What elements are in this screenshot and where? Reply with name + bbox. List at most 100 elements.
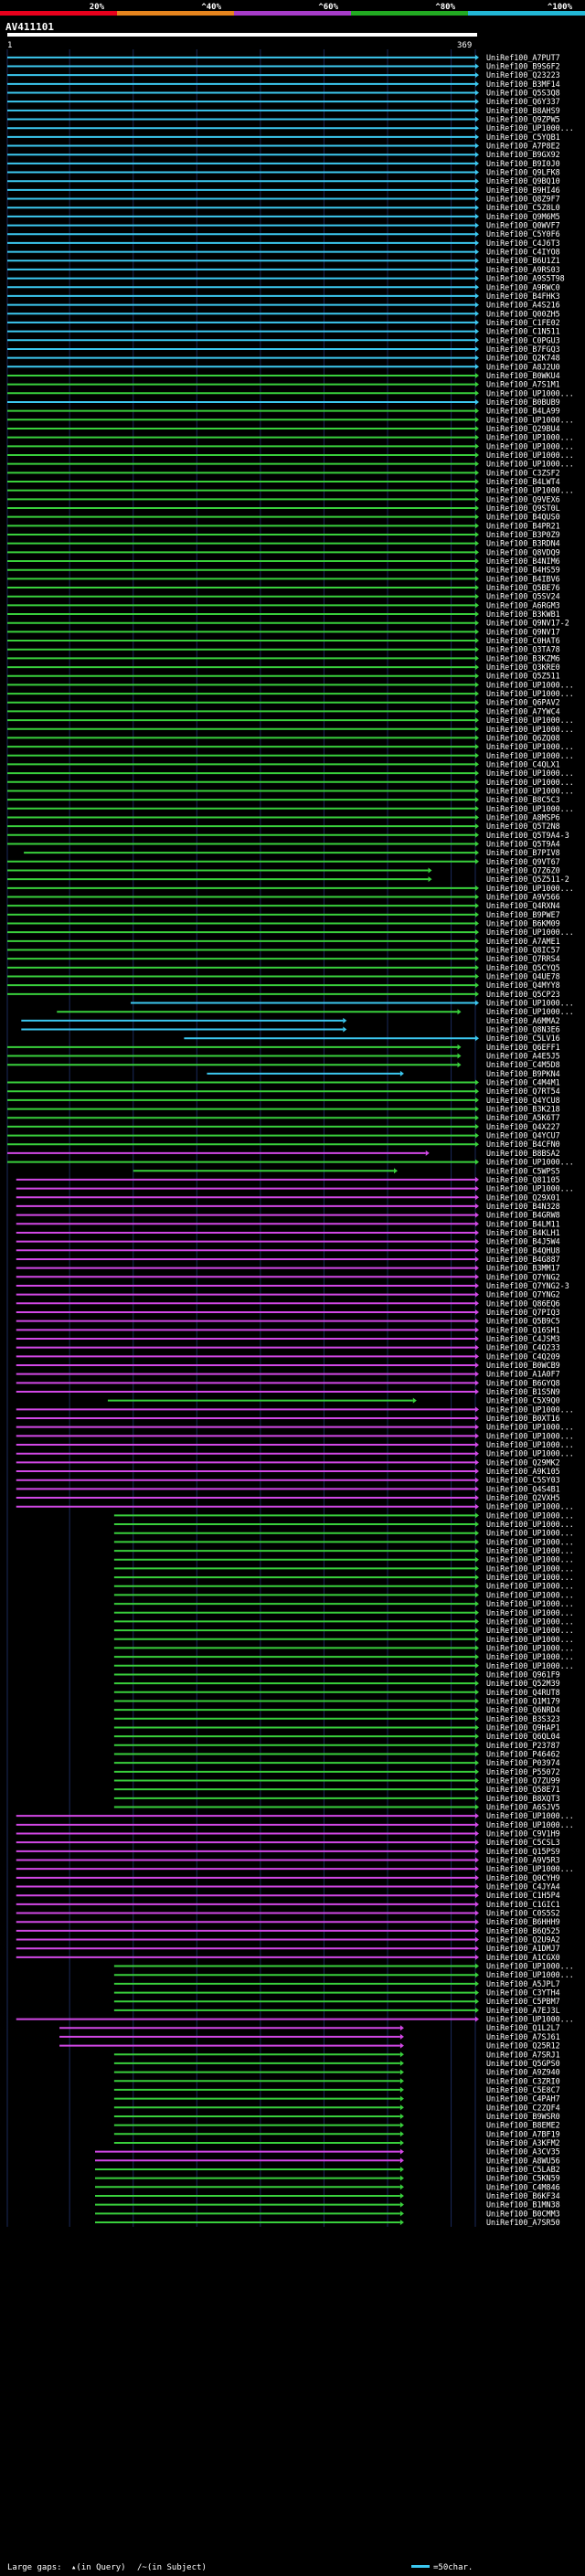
hit-label[interactable]: UniRef100_C5WPS5 — [486, 1166, 560, 1175]
hit-label[interactable]: UniRef100_UP1000... — [486, 1405, 574, 1414]
hit-label[interactable]: UniRef100_UP1000... — [486, 1449, 574, 1458]
hit-label[interactable]: UniRef100_A7BF19 — [486, 2129, 560, 2138]
hit-label[interactable]: UniRef100_UP1000... — [486, 441, 574, 451]
hit-label[interactable]: UniRef100_P03974 — [486, 1758, 560, 1767]
hit-label[interactable]: UniRef100_B4QUS0 — [486, 513, 560, 522]
hit-label[interactable]: UniRef100_UP1000... — [486, 1573, 574, 1582]
hit-label[interactable]: UniRef100_B4LWT4 — [486, 477, 560, 486]
hit-label[interactable]: UniRef100_UP1000... — [486, 1582, 574, 1591]
hit-label[interactable]: UniRef100_Q23223 — [486, 70, 560, 80]
hit-label[interactable]: UniRef100_C3YTH4 — [486, 1988, 560, 1998]
hit-label[interactable]: UniRef100_Q5B9C5 — [486, 1317, 560, 1326]
hit-label[interactable]: UniRef100_Q6Y337 — [486, 97, 560, 106]
hit-label[interactable]: UniRef100_A6SJV5 — [486, 1802, 560, 1811]
hit-label[interactable]: UniRef100_C3ZRI0 — [486, 2076, 560, 2085]
hit-label[interactable]: UniRef100_UP1000... — [486, 1423, 574, 1432]
hit-label[interactable]: UniRef100_Q1M179 — [486, 1696, 560, 1705]
hit-label[interactable]: UniRef100_Q2U9A2 — [486, 1935, 560, 1945]
hit-label[interactable]: UniRef100_B9S6F2 — [486, 62, 560, 71]
hit-label[interactable]: UniRef100_C4J6T3 — [486, 239, 560, 248]
hit-label[interactable]: UniRef100_UP1000... — [486, 1431, 574, 1440]
hit-label[interactable]: UniRef100_B4N328 — [486, 1202, 560, 1211]
hit-label[interactable]: UniRef100_UP1000... — [486, 725, 574, 734]
hit-label[interactable]: UniRef100_B6U1Z1 — [486, 256, 560, 265]
hit-label[interactable]: UniRef100_B4IBV6 — [486, 574, 560, 583]
hit-label[interactable]: UniRef100_Q5GPS0 — [486, 2059, 560, 2068]
hit-label[interactable]: UniRef100_C1GIC1 — [486, 1900, 560, 1909]
hit-label[interactable]: UniRef100_UP1000... — [486, 451, 574, 460]
hit-label[interactable]: UniRef100_Q9NV17 — [486, 627, 560, 636]
hit-label[interactable]: UniRef100_A8MSP6 — [486, 812, 560, 822]
hit-label[interactable]: UniRef100_UP1000... — [486, 742, 574, 751]
hit-label[interactable]: UniRef100_B0XT16 — [486, 1414, 560, 1423]
hit-label[interactable]: UniRef100_UP1000... — [486, 1529, 574, 1538]
hit-label[interactable]: UniRef100_UP1000... — [486, 884, 574, 893]
hit-label[interactable]: UniRef100_A4S216 — [486, 301, 560, 310]
hit-label[interactable]: UniRef100_B4PR21 — [486, 521, 560, 530]
hit-label[interactable]: UniRef100_UP1000... — [486, 2015, 574, 2024]
hit-label[interactable]: UniRef100_A9V566 — [486, 892, 560, 901]
hit-label[interactable]: UniRef100_A7PUT7 — [486, 53, 560, 62]
hit-label[interactable]: UniRef100_A7SJ61 — [486, 2032, 560, 2041]
hit-label[interactable]: UniRef100_B9HI46 — [486, 186, 560, 195]
hit-label[interactable]: UniRef100_Q5T2N8 — [486, 822, 560, 831]
hit-label[interactable]: UniRef100_Q5T9A4-3 — [486, 831, 569, 840]
hit-label[interactable]: UniRef100_Q9BQ10 — [486, 176, 560, 186]
hit-label[interactable]: UniRef100_B3MM17 — [486, 1264, 560, 1273]
hit-label[interactable]: UniRef100_Q4X227 — [486, 1122, 560, 1131]
hit-label[interactable]: UniRef100_Q9VT67 — [486, 857, 560, 866]
hit-label[interactable]: UniRef100_B4QHU8 — [486, 1246, 560, 1255]
hit-label[interactable]: UniRef100_C5LAB2 — [486, 2165, 560, 2174]
hit-label[interactable]: UniRef100_A9V5R3 — [486, 1856, 560, 1865]
hit-label[interactable]: UniRef100_Q5CYQ5 — [486, 963, 560, 972]
hit-label[interactable]: UniRef100_B0WCB9 — [486, 1361, 560, 1370]
hit-label[interactable]: UniRef100_A9S5T98 — [486, 274, 565, 283]
hit-label[interactable]: UniRef100_B6Q525 — [486, 1926, 560, 1935]
hit-label[interactable]: UniRef100_B6KM09 — [486, 918, 560, 928]
hit-label[interactable]: UniRef100_A5JPL7 — [486, 1979, 560, 1988]
hit-label[interactable]: UniRef100_A7AME1 — [486, 937, 560, 946]
hit-label[interactable]: UniRef100_C5E8C7 — [486, 2085, 560, 2094]
hit-label[interactable]: UniRef100_Q16SH1 — [486, 1325, 560, 1334]
hit-label[interactable]: UniRef100_B8AHS9 — [486, 106, 560, 115]
hit-label[interactable]: UniRef100_Q7YNG2 — [486, 1290, 560, 1299]
hit-label[interactable]: UniRef100_A7EJ3L — [486, 2006, 560, 2015]
hit-label[interactable]: UniRef100_A5K6T7 — [486, 1113, 560, 1122]
hit-label[interactable]: UniRef100_C0HAT6 — [486, 636, 560, 645]
hit-label[interactable]: UniRef100_Q7PIQ3 — [486, 1308, 560, 1317]
hit-label[interactable]: UniRef100_UP1000... — [486, 1502, 574, 1511]
hit-label[interactable]: UniRef100_Q7RRS4 — [486, 954, 560, 963]
hit-label[interactable]: UniRef100_B9GX92 — [486, 150, 560, 159]
hit-label[interactable]: UniRef100_C4M4M1 — [486, 1078, 560, 1087]
hit-label[interactable]: UniRef100_A9Z940 — [486, 2068, 560, 2077]
hit-label[interactable]: UniRef100_P55072 — [486, 1767, 560, 1776]
hit-label[interactable]: UniRef100_UP1000... — [486, 804, 574, 813]
hit-label[interactable]: UniRef100_Q961F9 — [486, 1670, 560, 1679]
hit-label[interactable]: UniRef100_C1FE02 — [486, 318, 560, 327]
hit-label[interactable]: UniRef100_Q4S4B1 — [486, 1484, 560, 1493]
hit-label[interactable]: UniRef100_P23787 — [486, 1741, 560, 1750]
hit-label[interactable]: UniRef100_Q29MK2 — [486, 1458, 560, 1467]
hit-label[interactable]: UniRef100_Q4MYY8 — [486, 981, 560, 990]
hit-label[interactable]: UniRef100_UP1000... — [486, 1546, 574, 1555]
hit-label[interactable]: UniRef100_Q7ZU99 — [486, 1776, 560, 1785]
hit-label[interactable]: UniRef100_Q52M39 — [486, 1679, 560, 1688]
hit-label[interactable]: UniRef100_UP1000... — [486, 1962, 574, 1971]
hit-label[interactable]: UniRef100_C4PAH7 — [486, 2094, 560, 2104]
hit-label[interactable]: UniRef100_A1A0F7 — [486, 1370, 560, 1379]
hit-label[interactable]: UniRef100_B4NIM6 — [486, 557, 560, 566]
hit-label[interactable]: UniRef100_Q2VXH5 — [486, 1493, 560, 1502]
hit-label[interactable]: UniRef100_B3K218 — [486, 1105, 560, 1114]
hit-label[interactable]: UniRef100_B7FGQ3 — [486, 345, 560, 354]
hit-label[interactable]: UniRef100_B4KLH1 — [486, 1228, 560, 1237]
hit-label[interactable]: UniRef100_B4J5W4 — [486, 1237, 560, 1246]
hit-label[interactable]: UniRef100_UP1000... — [486, 1007, 574, 1016]
hit-label[interactable]: UniRef100_C4IYO8 — [486, 248, 560, 257]
hit-label[interactable]: UniRef100_Q3TA78 — [486, 645, 560, 654]
hit-label[interactable]: UniRef100_Q5CP23 — [486, 990, 560, 999]
hit-label[interactable]: UniRef100_B9PWE7 — [486, 910, 560, 919]
hit-label[interactable]: UniRef100_Q8IC57 — [486, 946, 560, 955]
hit-label[interactable]: UniRef100_UP1000... — [486, 751, 574, 760]
hit-label[interactable]: UniRef100_UP1000... — [486, 999, 574, 1008]
hit-label[interactable]: UniRef100_Q0CYH9 — [486, 1873, 560, 1882]
